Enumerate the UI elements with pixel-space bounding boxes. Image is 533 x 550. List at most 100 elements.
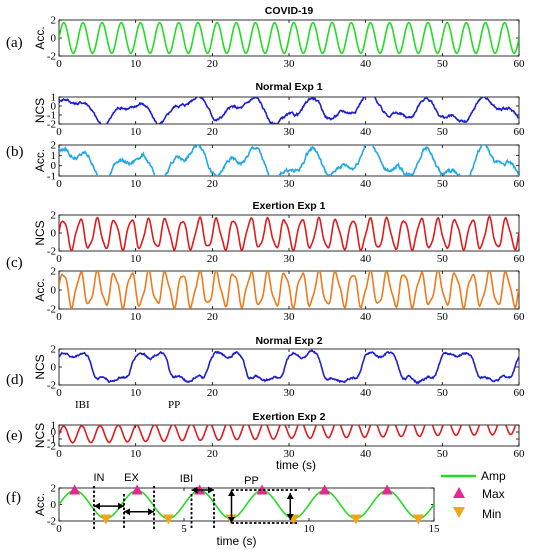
x-tick-label: 60	[514, 126, 526, 138]
annotation-pp: PP	[244, 475, 259, 487]
x-tick-label: 40	[360, 387, 372, 399]
free-label-pp: PP	[168, 399, 180, 411]
y-tick-label: -1	[47, 434, 56, 446]
y-tick-label: -2	[47, 380, 56, 392]
y-tick-label: 0	[51, 499, 57, 511]
x-tick-label: 20	[207, 178, 219, 190]
max-marker	[131, 484, 143, 495]
x-tick-label: 30	[284, 253, 296, 265]
y-axis-label: Acc.	[33, 278, 47, 301]
x-tick-label: 60	[514, 448, 526, 460]
y-tick-label: 1	[51, 420, 57, 432]
x-tick-label: 10	[130, 448, 142, 460]
min-marker	[412, 514, 424, 525]
max-marker	[381, 484, 393, 495]
legend-max-marker	[453, 487, 465, 498]
x-tick-label: 0	[56, 387, 62, 399]
series-line-covid	[59, 21, 519, 55]
x-tick-label: 40	[360, 126, 372, 138]
pp-arrow-head-top	[228, 490, 235, 496]
legend-max-label: Max	[482, 487, 505, 501]
max-marker	[256, 484, 268, 495]
x-tick-label: 20	[207, 253, 219, 265]
y-tick-label: 0	[51, 285, 57, 297]
y-axis-label: NCS	[33, 423, 47, 448]
ex-arrow-head-left	[124, 508, 130, 516]
series-line-normal1_ncs	[59, 97, 519, 124]
x-tick-label: 40	[360, 58, 372, 70]
x-tick-label: 20	[207, 58, 219, 70]
x-tick-label: 50	[437, 178, 449, 190]
series-line-amp	[59, 489, 434, 520]
x-tick-label: 0	[56, 126, 62, 138]
y-tick-label: -2	[47, 51, 56, 63]
x-tick-label: 40	[360, 178, 372, 190]
x-tick-label: 15	[429, 523, 441, 535]
pp-arrow-head-bottom	[228, 517, 235, 523]
y-tick-label: 0	[51, 228, 57, 240]
legend: Amp Max Min	[441, 469, 506, 521]
annotation-in: IN	[94, 472, 105, 484]
x-tick-label: 50	[437, 253, 449, 265]
min-marker	[100, 514, 112, 525]
x-tick-label: 20	[207, 311, 219, 323]
x-tick-label: 30	[284, 311, 296, 323]
annotations-layer: IN EX IBI PP	[93, 472, 299, 529]
series-line-exertion1_acc	[59, 271, 519, 309]
y-tick-label: 2	[51, 344, 57, 356]
x-tick-label: 40	[360, 253, 372, 265]
y-tick-label: 2	[51, 15, 57, 27]
max-marker	[69, 484, 81, 495]
y-tick-label: 0	[51, 101, 57, 113]
in-arrow-head-right	[118, 502, 124, 510]
pp-arrow-right-head-bottom	[286, 514, 294, 520]
subplot-title: Normal Exp 1	[255, 81, 322, 93]
x-tick-label: 50	[437, 58, 449, 70]
y-tick-label: -2	[47, 246, 56, 258]
x-tick-label: 0	[56, 448, 62, 460]
pp-arrow-right-head-top	[286, 493, 294, 499]
subplot-title: COVID-19	[265, 5, 314, 17]
x-tick-label: 50	[437, 448, 449, 460]
y-tick-label: -1	[47, 171, 56, 183]
x-tick-label: 40	[360, 311, 372, 323]
x-tick-label: 0	[56, 58, 62, 70]
x-tick-label: 20	[207, 448, 219, 460]
y-axis-label: NCS	[33, 98, 47, 123]
y-tick-label: 0	[51, 33, 57, 45]
y-axis-label: NCS	[33, 354, 47, 379]
y-tick-label: -1	[47, 110, 56, 122]
y-axis-label: Acc.	[33, 493, 47, 516]
x-tick-label: 10	[130, 311, 142, 323]
subplot-title: Exertion Exp 2	[253, 411, 326, 423]
y-axis-label: Acc.	[33, 149, 47, 172]
panel-label-a: (a)	[6, 35, 23, 51]
max-marker	[319, 484, 331, 495]
min-marker	[162, 514, 174, 525]
min-marker	[350, 514, 362, 525]
x-tick-label: 30	[284, 387, 296, 399]
x-tick-label: 30	[284, 126, 296, 138]
y-axis-label: NCS	[33, 220, 47, 245]
x-tick-label: 10	[130, 58, 142, 70]
x-tick-label: 20	[207, 126, 219, 138]
x-tick-label: 60	[514, 178, 526, 190]
y-tick-label: 0	[51, 427, 57, 439]
y-tick-label: -2	[47, 441, 56, 453]
panel-label-e: (e)	[6, 428, 23, 444]
y-tick-label: 0	[51, 160, 57, 172]
series-line-exertion2_ncs	[59, 425, 517, 444]
subplot-title: Exertion Exp 1	[253, 200, 326, 212]
panel-label-c: (c)	[6, 255, 23, 271]
x-axis-label-e: time (s)	[276, 458, 316, 472]
series-line-exertion1_ncs	[59, 215, 519, 251]
y-tick-label: 1	[51, 150, 57, 162]
